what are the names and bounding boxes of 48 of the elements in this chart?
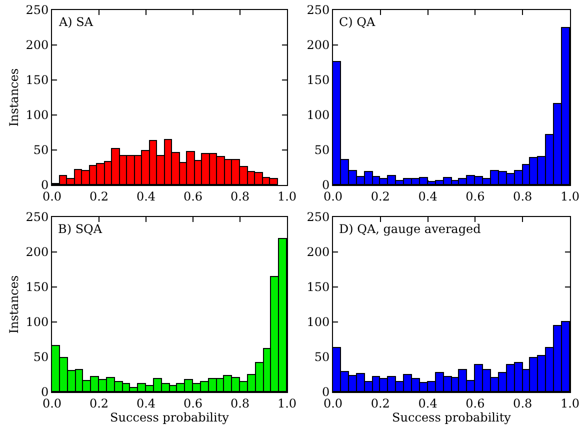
x-axis-title: Success probability	[110, 410, 230, 424]
y-tick-label: 250	[26, 3, 49, 18]
y-tick-label: 150	[306, 280, 330, 294]
y-tick-label: 100	[306, 315, 330, 330]
x-tick-label: 0.2	[370, 189, 390, 204]
x-tick-label: 0.8	[513, 396, 532, 410]
y-tick-label: 100	[306, 108, 330, 122]
x-tick-label: 1.0	[277, 189, 297, 204]
x-tick-label: 0.4	[418, 396, 438, 410]
x-tick-label: 0.4	[418, 189, 438, 204]
x-tick-label: 0.2	[370, 396, 390, 410]
x-axis-title: Success probability	[392, 410, 512, 424]
text: A) SA	[58, 15, 94, 29]
y-tick-label: 250	[306, 3, 330, 18]
y-tick-label: 50	[33, 143, 49, 158]
x-tick-label: 0.4	[136, 189, 156, 204]
y-axis-title: Instances	[6, 68, 21, 127]
y-tick-label: 250	[26, 210, 49, 224]
x-tick-label: 0.4	[136, 396, 156, 410]
y-tick-label: 150	[26, 73, 49, 88]
x-tick-label: 0.6	[183, 189, 203, 204]
y-tick-label: 50	[33, 350, 49, 364]
x-tick-label: 0.2	[89, 189, 109, 204]
x-tick-label: 1.0	[277, 396, 297, 410]
x-tick-label: 0.8	[230, 396, 250, 410]
text: C) QA	[339, 15, 376, 29]
x-tick-label: 1.0	[560, 396, 580, 410]
y-tick-label: 200	[306, 38, 330, 52]
x-tick-label: 0.6	[466, 396, 485, 410]
x-tick-label: 0.6	[183, 396, 203, 410]
y-tick-label: 250	[306, 210, 330, 224]
y-tick-label: 100	[26, 108, 49, 122]
y-tick-label: 50	[314, 350, 330, 364]
y-tick-label: 200	[26, 38, 49, 52]
x-tick-label: 0.8	[230, 189, 250, 204]
y-tick-label: 150	[306, 73, 330, 88]
y-tick-label: 100	[26, 315, 49, 330]
x-tick-label: 0.8	[513, 189, 532, 204]
y-tick-label: 200	[306, 245, 330, 260]
y-axis-title: Instances	[6, 275, 21, 334]
text: B) SQA	[58, 222, 102, 236]
y-tick-label: 50	[314, 143, 330, 158]
x-tick-label: 0.2	[89, 396, 109, 410]
y-tick-label: 200	[26, 245, 49, 260]
x-tick-label: 0.6	[466, 189, 485, 204]
x-tick-label: 1.0	[560, 189, 580, 204]
y-tick-label: 150	[26, 280, 49, 294]
text: D) QA, gauge averaged	[339, 222, 482, 236]
